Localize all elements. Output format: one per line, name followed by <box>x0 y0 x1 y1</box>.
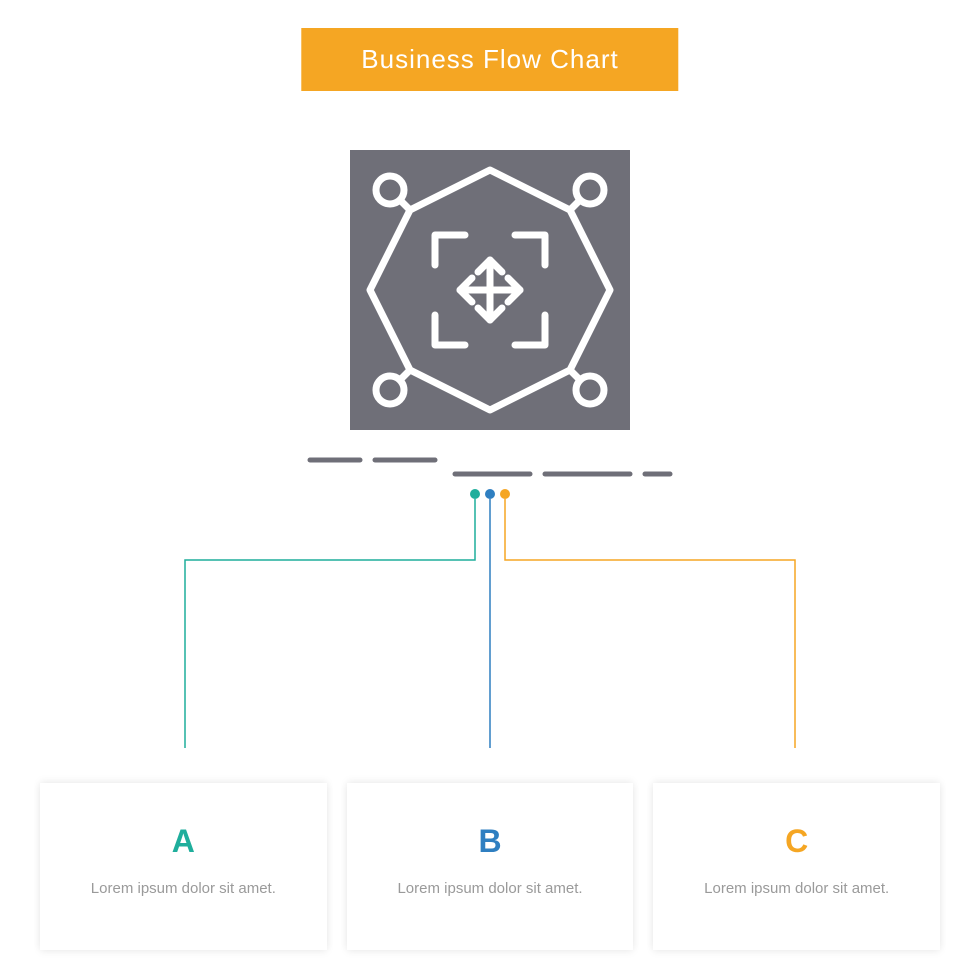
card-description: Lorem ipsum dolor sit amet. <box>367 878 614 901</box>
card-description: Lorem ipsum dolor sit amet. <box>673 878 920 901</box>
decorative-lines <box>300 450 680 480</box>
option-card-c: C Lorem ipsum dolor sit amet. <box>653 783 940 951</box>
card-letter: B <box>367 823 614 860</box>
option-card-b: B Lorem ipsum dolor sit amet. <box>347 783 634 951</box>
connector-lines <box>0 488 980 768</box>
card-letter: A <box>60 823 307 860</box>
circuit-chip-icon <box>340 140 640 440</box>
card-letter: C <box>673 823 920 860</box>
option-card-a: A Lorem ipsum dolor sit amet. <box>40 783 327 951</box>
page-title: Business Flow Chart <box>301 28 678 91</box>
card-row: A Lorem ipsum dolor sit amet. B Lorem ip… <box>40 783 940 951</box>
card-description: Lorem ipsum dolor sit amet. <box>60 878 307 901</box>
